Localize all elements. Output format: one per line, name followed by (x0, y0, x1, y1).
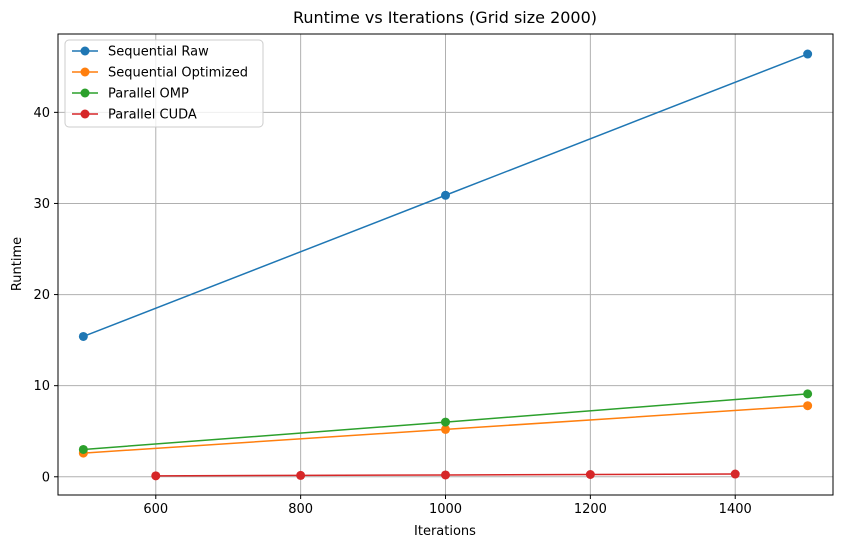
data-point-sequential-raw (803, 49, 813, 59)
legend-box (64, 39, 264, 128)
y-axis-label: Runtime (10, 237, 25, 291)
legend-item-sequential-optimized: Sequential Optimized (72, 66, 248, 81)
x-tick-label: 1000 (429, 502, 462, 517)
y-tick-label: 20 (33, 288, 50, 303)
y-tick-label: 0 (42, 470, 50, 485)
x-tick-label: 600 (143, 502, 168, 517)
x-tick-label: 1200 (574, 502, 607, 517)
data-point-sequential-raw (78, 331, 88, 341)
x-tick-label: 800 (288, 502, 313, 517)
legend-label: Sequential Raw (108, 45, 209, 60)
legend-label: Parallel CUDA (108, 108, 197, 123)
legend-marker (80, 46, 90, 56)
data-point-parallel-cuda (730, 469, 740, 479)
legend-marker (80, 88, 90, 98)
data-point-parallel-omp (78, 444, 88, 454)
data-point-parallel-cuda (296, 470, 306, 480)
x-axis-label: Iterations (414, 524, 476, 539)
legend-item-parallel-cuda: Parallel CUDA (72, 108, 197, 123)
axis-ticks: 600 800 1000 1200 1400 0 10 20 30 40 (33, 106, 751, 517)
data-point-parallel-cuda (151, 471, 161, 481)
data-point-parallel-cuda (441, 470, 450, 480)
data-point-parallel-cuda (585, 470, 595, 480)
legend-label: Sequential Optimized (108, 66, 248, 81)
data-point-parallel-omp (441, 417, 450, 427)
y-tick-label: 10 (33, 379, 50, 394)
chart-title: Runtime vs Iterations (Grid size 2000) (293, 8, 597, 27)
legend-label: Parallel OMP (108, 87, 189, 102)
y-tick-label: 40 (33, 106, 50, 121)
series-layer (78, 49, 813, 481)
legend: Sequential Raw Sequential Optimized Parall… (64, 39, 264, 128)
data-point-sequential-optimized (441, 424, 450, 434)
legend-item-sequential-raw: Sequential Raw (72, 45, 209, 60)
x-tick-label: 1400 (719, 502, 752, 517)
data-point-sequential-optimized (803, 401, 813, 411)
legend-marker (80, 109, 90, 119)
legend-marker (80, 67, 90, 77)
series-parallel-cuda (151, 469, 740, 481)
y-tick-label: 30 (33, 197, 50, 212)
legend-item-parallel-omp: Parallel OMP (72, 87, 189, 102)
data-point-sequential-raw (441, 190, 450, 200)
series-parallel-omp (78, 389, 813, 454)
data-point-parallel-omp (803, 389, 813, 399)
series-sequential-raw (78, 49, 813, 341)
